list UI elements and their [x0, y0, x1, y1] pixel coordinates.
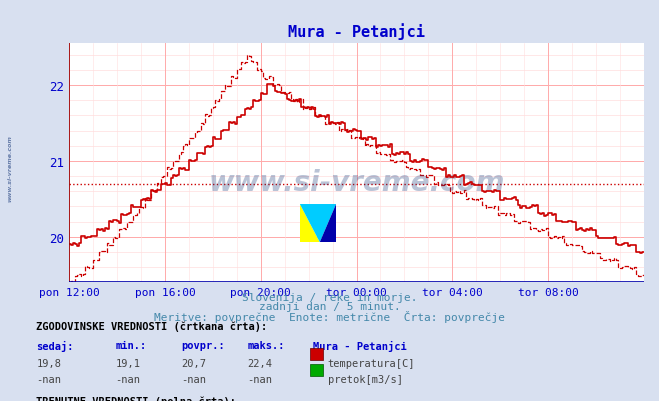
Text: povpr.:: povpr.: [181, 340, 225, 350]
Text: 19,1: 19,1 [115, 358, 140, 369]
Text: temperatura[C]: temperatura[C] [328, 358, 415, 369]
Text: -nan: -nan [181, 375, 206, 385]
Text: maks.:: maks.: [247, 340, 285, 350]
Text: -nan: -nan [115, 375, 140, 385]
Text: 22,4: 22,4 [247, 358, 272, 369]
Polygon shape [320, 205, 336, 243]
Text: www.si-vreme.com: www.si-vreme.com [208, 168, 505, 196]
Text: zadnji dan / 5 minut.: zadnji dan / 5 minut. [258, 302, 401, 312]
Text: ZGODOVINSKE VREDNOSTI (črtkana črta):: ZGODOVINSKE VREDNOSTI (črtkana črta): [36, 321, 268, 331]
Text: Slovenija / reke in morje.: Slovenija / reke in morje. [242, 293, 417, 303]
Polygon shape [300, 205, 320, 243]
Text: min.:: min.: [115, 340, 146, 350]
Text: www.si-vreme.com: www.si-vreme.com [8, 135, 13, 202]
Text: -nan: -nan [36, 375, 61, 385]
Title: Mura - Petanjci: Mura - Petanjci [288, 23, 425, 40]
Text: sedaj:: sedaj: [36, 340, 74, 351]
Text: Meritve: povprečne  Enote: metrične  Črta: povprečje: Meritve: povprečne Enote: metrične Črta:… [154, 310, 505, 322]
Text: 19,8: 19,8 [36, 358, 61, 369]
Text: -nan: -nan [247, 375, 272, 385]
Polygon shape [300, 205, 336, 243]
Text: pretok[m3/s]: pretok[m3/s] [328, 375, 403, 385]
Text: TRENUTNE VREDNOSTI (polna črta):: TRENUTNE VREDNOSTI (polna črta): [36, 395, 236, 401]
Text: 20,7: 20,7 [181, 358, 206, 369]
Text: Mura - Petanjci: Mura - Petanjci [313, 340, 407, 351]
